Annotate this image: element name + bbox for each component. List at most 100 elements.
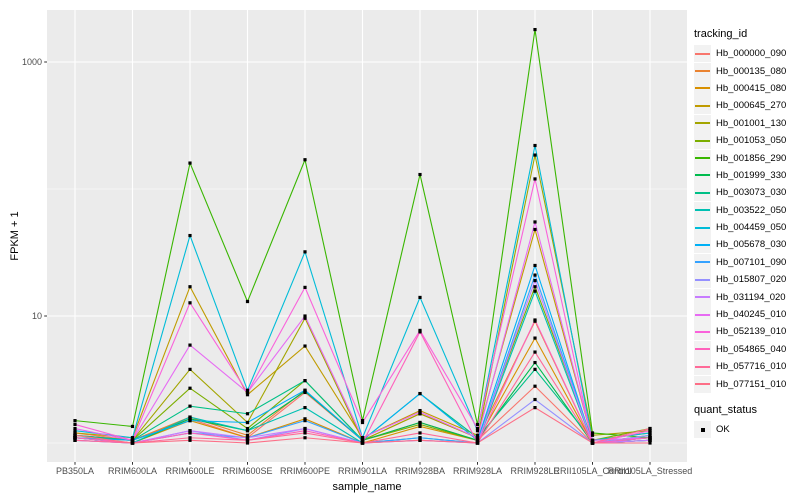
legend-item: Hb_003522_050 [694,201,800,219]
x-tick-label: RRIM600SE [222,466,272,476]
data-point [360,438,365,442]
data-point [245,299,250,304]
data-point [533,360,537,365]
data-point [303,314,307,318]
data-point [188,404,192,408]
data-point [73,438,77,442]
legend-item-label: Hb_000645_270 [716,100,787,112]
data-point [188,438,192,442]
y-tick-label: 1000 [22,57,42,67]
legend-title-tracking-id: tracking_id [694,28,748,40]
data-point [533,27,537,32]
legend-key-line-icon [694,184,711,202]
data-point [418,424,422,429]
data-point [533,384,537,388]
data-point [533,285,537,289]
legend-item-label: Hb_000135_080 [716,65,787,77]
legend-item-label: Hb_001001_130 [716,117,787,129]
data-point [303,405,307,410]
legend-key-line-icon [694,253,711,271]
data-point [303,429,307,433]
legend-key-line-icon [694,236,711,254]
legend: tracking_id Hb_000000_090 Hb_000135_080 Hb… [694,28,800,438]
data-point [188,233,192,238]
data-point [533,397,537,402]
data-point [475,426,480,431]
data-point [648,441,652,445]
legend-item-label: Hb_057716_010 [716,361,787,373]
legend-item-label: Hb_015807_020 [716,274,787,286]
x-axis-title: sample_name [332,481,402,493]
data-point [418,295,422,300]
legend-key-line-icon [694,201,711,219]
data-point [648,436,652,440]
plot-panel [47,10,687,462]
data-point [303,285,307,289]
data-point [590,431,595,435]
data-point [303,388,307,392]
data-point [245,420,250,425]
data-point [130,438,135,442]
data-point [418,391,422,396]
data-point [130,424,135,429]
data-point [73,419,77,423]
data-point [418,410,422,414]
data-point [533,405,537,410]
data-point [475,438,480,442]
legend-title-quant-status: quant_status [694,403,757,416]
data-point [418,431,422,435]
legend-item-quant-ok: OK [694,421,800,438]
legend-item: Hb_001053_050 [694,132,800,150]
data-point [188,367,192,371]
data-point [73,426,77,431]
data-point [533,273,537,277]
legend-item-label: Hb_003522_050 [716,204,787,216]
legend-item: Hb_000000_090 [694,45,800,63]
legend-item: Hb_007101_090 [694,253,800,271]
data-point [533,350,537,354]
data-point [245,429,250,433]
data-point [245,433,250,437]
data-point [245,438,250,442]
data-point [533,263,537,268]
x-tick-label: RRIM928LA [453,466,502,476]
legend-item: Hb_077151_010 [694,375,800,393]
data-point [360,419,365,423]
data-point [648,433,652,437]
data-point [533,153,537,157]
legend-key-line-icon [694,306,711,324]
data-point [648,429,652,433]
legend-key-line-icon [694,288,711,306]
legend-key-line-icon [694,62,711,80]
data-point [303,431,307,435]
legend-item-label: Hb_001053_050 [716,135,787,147]
legend-item-label: Hb_054865_040 [716,343,787,355]
legend-item: Hb_001001_130 [694,114,800,132]
data-point [533,289,537,293]
legend-item: Hb_000135_080 [694,62,800,80]
data-point [188,436,192,440]
data-point [418,330,422,334]
legend-item: Hb_015807_020 [694,271,800,289]
x-tick-label: PB350LA [56,466,94,476]
data-point [73,422,77,427]
legend-key-line-icon [694,271,711,289]
data-point [418,172,422,177]
legend-item: Hb_040245_010 [694,306,800,324]
legend-key-line-icon [694,79,711,97]
legend-key-line-icon [694,375,711,393]
data-point [73,431,77,435]
y-axis-title: FPKM + 1 [9,211,21,261]
data-point [188,161,192,165]
legend-key-line-icon [694,166,711,184]
x-tick-label: RRIM928BA [395,466,445,476]
data-point [303,316,307,320]
data-point [303,419,307,423]
data-point [648,426,652,431]
quant-ok-key-icon [694,421,711,438]
legend-item-label: Hb_052139_010 [716,326,787,338]
data-point [648,431,652,435]
legend-item-label: Hb_005678_030 [716,239,787,251]
